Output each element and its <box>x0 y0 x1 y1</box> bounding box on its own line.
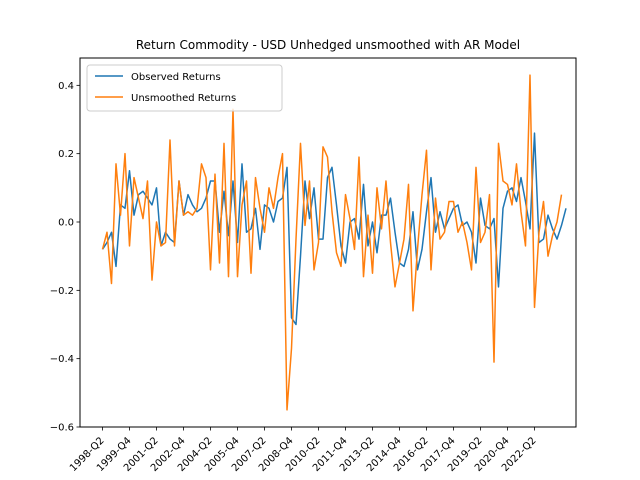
y-axis: 0.4 0.2 0.0 −0.2 −0.4 −0.6 <box>50 81 80 434</box>
chart-title: Return Commodity - USD Unhedged unsmooth… <box>136 38 520 52</box>
y-tick-label: −0.2 <box>50 286 74 297</box>
y-tick-label: 0.2 <box>58 149 74 160</box>
legend-box <box>86 64 283 112</box>
y-tick-label: 0.0 <box>58 218 74 229</box>
plot-frame <box>79 57 577 428</box>
series-line-unsmoothed <box>101 74 563 411</box>
legend-label-unsmoothed: Unsmoothed Returns <box>131 93 236 104</box>
legend-label-observed: Observed Returns <box>131 72 221 83</box>
legend: Observed Returns Unsmoothed Returns <box>86 64 283 112</box>
y-tick-label: 0.4 <box>58 81 74 92</box>
y-tick-label: −0.4 <box>50 354 74 365</box>
series-layer <box>101 74 567 411</box>
y-tick-label: −0.6 <box>50 423 74 434</box>
